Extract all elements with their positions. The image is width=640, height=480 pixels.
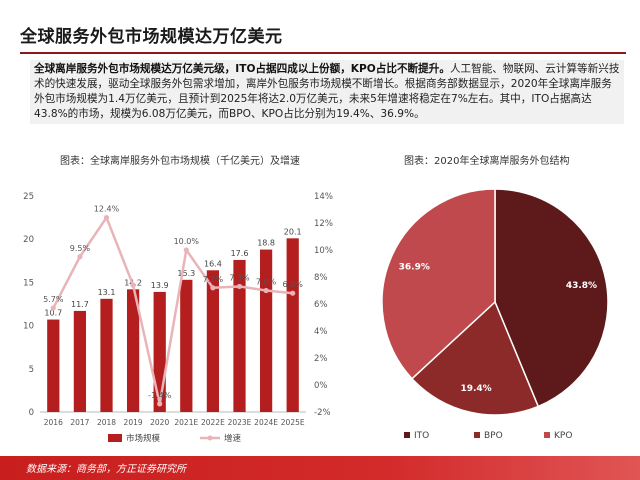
bar-value-label: 10.7 (44, 309, 62, 318)
bar-2025E (286, 238, 299, 412)
summary-lead: 全球离岸服务外包市场规模达万亿美元级，ITO占据四成以上份额，KPO占比不断提升… (34, 63, 450, 75)
x-tick-label: 2017 (70, 418, 89, 427)
bar-2022E (206, 270, 220, 412)
legend-label-bar: 市场规模 (126, 433, 161, 444)
y-right-tick-label: -2% (314, 408, 331, 418)
bar-value-label: 11.7 (71, 300, 89, 309)
bar-value-label: 13.1 (98, 288, 116, 297)
bar-value-label: 15.3 (177, 269, 195, 278)
bar-chart-title: 图表：全球离岸服务外包市场规模（千亿美元）及增速 (60, 156, 300, 167)
x-tick-label: 2021E (174, 418, 198, 427)
y-right-tick-label: 8% (314, 273, 328, 283)
growth-value-label: 9.5% (70, 244, 91, 253)
y-right-tick-label: 14% (314, 192, 333, 202)
summary-paragraph: 全球离岸服务外包市场规模达万亿美元级，ITO占据四成以上份额，KPO占比不断提升… (30, 60, 624, 124)
footer-bar: 数据来源：商务部，方正证券研究所 (0, 456, 640, 480)
x-tick-label: 2019 (124, 418, 143, 427)
growth-value-label: 7.0% (256, 278, 277, 287)
legend-label-ito: ITO (414, 431, 429, 441)
bar-2024E (259, 249, 273, 412)
bar-2023E (233, 259, 246, 412)
growth-value-label: 10.0% (174, 237, 200, 246)
bar-2021E (180, 279, 193, 412)
y-right-tick-label: 4% (314, 327, 328, 337)
y-right-tick-label: 6% (314, 300, 328, 310)
pie-slice-kpo (381, 188, 496, 380)
pie-value-label: 19.4% (460, 384, 491, 394)
bar-2019 (126, 289, 140, 412)
page-title: 全球服务外包市场规模达万亿美元 (20, 27, 283, 47)
x-tick-label: 2018 (97, 418, 116, 427)
growth-point-2021E (183, 247, 189, 253)
pie-slice-bpo (410, 300, 540, 416)
growth-point-2025E (290, 290, 296, 296)
pie-value-label: 36.9% (399, 263, 430, 273)
growth-point-2022E (210, 285, 216, 291)
y-left-tick-label: 5 (29, 365, 34, 375)
legend-swatch-ito (404, 432, 410, 438)
bar-value-label: 16.4 (204, 259, 222, 268)
growth-value-label: 6.8% (283, 280, 304, 289)
pie-slice-ito (494, 188, 609, 408)
y-right-tick-label: 0% (314, 381, 328, 391)
y-right-tick-label: 2% (314, 354, 328, 364)
title-divider (20, 52, 626, 54)
x-tick-label: 2020 (150, 418, 169, 427)
y-right-tick-label: 10% (314, 246, 333, 256)
y-left-tick-label: 25 (23, 192, 34, 202)
pie-chart: 43.8% 19.4% 36.9% ITO BPO KPO (381, 188, 609, 441)
growth-value-label: 7.3% (229, 273, 250, 282)
growth-value-label: 12.4% (94, 205, 120, 214)
x-tick-label: 2024E (254, 418, 278, 427)
legend-label-line: 增速 (224, 433, 242, 444)
bar-value-label: 17.6 (231, 249, 249, 258)
bar-value-label: 20.1 (284, 227, 302, 236)
growth-point-2024E (263, 287, 269, 294)
legend-label-kpo: KPO (554, 431, 572, 441)
pie-chart-title: 图表：2020年全球离岸服务外包结构 (404, 156, 570, 167)
y-left-tick-label: 0 (29, 408, 34, 418)
y-left-tick-label: 20 (23, 235, 34, 245)
bar-line-chart: 0 5 10 15 20 25 -2% 0% 2% 4% 6% 8% 10% 12% 14% 10.7 11.7… (23, 192, 333, 444)
bar-2017 (73, 310, 87, 412)
growth-value-label: -1.4% (148, 391, 172, 400)
legend-swatch-bpo (474, 432, 480, 438)
bar-value-label: 18.8 (257, 239, 275, 248)
x-tick-label: 2016 (44, 418, 63, 427)
y-left-tick-label: 10 (23, 322, 34, 332)
y-right-tick-label: 12% (314, 219, 333, 229)
legend-marker-line (207, 435, 213, 441)
bar-value-label: 13.9 (151, 281, 169, 290)
legend-swatch-bar (108, 434, 122, 442)
legend-swatch-kpo (544, 432, 550, 438)
x-tick-label: 2023E (228, 418, 252, 427)
growth-point-2018 (103, 215, 110, 221)
growth-value-label: 5.7% (43, 295, 64, 304)
pie-value-label: 43.8% (566, 281, 597, 291)
bar-2016 (47, 319, 60, 412)
x-tick-label: 2025E (281, 418, 305, 427)
legend-label-bpo: BPO (484, 431, 503, 441)
growth-value-label: 7.2% (203, 275, 224, 284)
growth-point-2016 (50, 305, 56, 311)
growth-point-2019 (130, 282, 136, 288)
growth-line (52, 216, 293, 406)
x-tick-label: 2022E (201, 418, 225, 427)
bar-2018 (100, 298, 113, 412)
growth-point-2017 (77, 254, 83, 260)
growth-point-2020 (157, 401, 163, 407)
growth-point-2023E (236, 283, 243, 290)
footer-source: 数据来源：商务部，方正证券研究所 (26, 464, 186, 475)
summary-body: 人工智能、物联网、云计算等新兴技术的快速发展，驱动全球服务外包需求增加，离岸外包… (34, 63, 620, 120)
y-left-tick-label: 15 (23, 278, 34, 288)
